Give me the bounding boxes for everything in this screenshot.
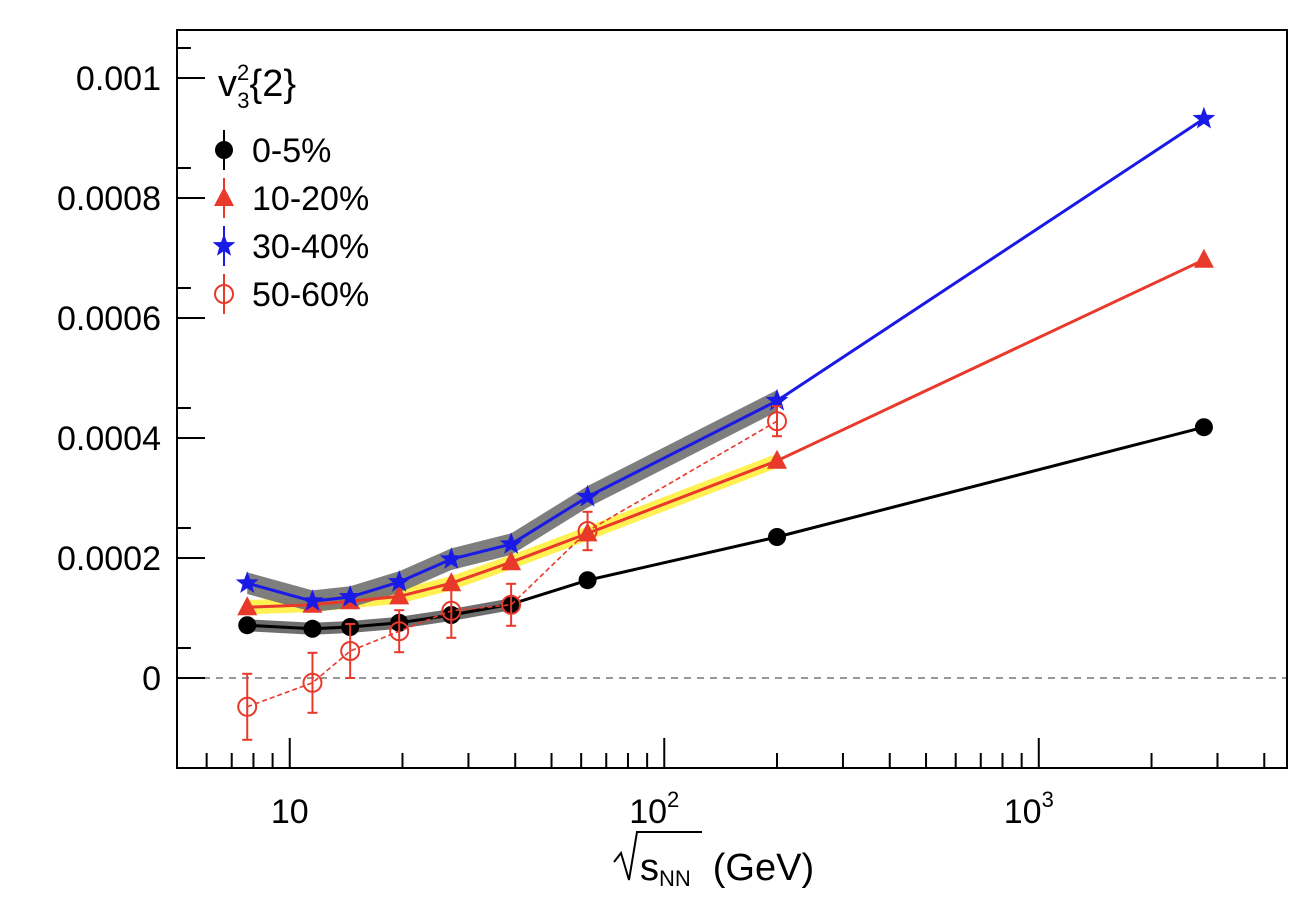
series-30-40% xyxy=(235,106,1216,611)
y-tick-label: 0.0006 xyxy=(57,300,161,338)
x-axis-sub: NN xyxy=(659,866,691,891)
data-point xyxy=(237,696,258,717)
data-point xyxy=(1194,418,1213,437)
data-point xyxy=(499,532,523,554)
x-axis-radical-sign xyxy=(613,831,702,881)
data-point xyxy=(441,600,462,621)
legend-entry-50-60%: 50-60% xyxy=(214,274,369,314)
legend-label: 30-40% xyxy=(252,228,369,266)
legend-marker xyxy=(214,284,234,304)
legend-entries: 0-5% 10-20% 30-40% 50-60% xyxy=(212,130,369,314)
axis-layer: 0 0.0002 0.0004 0.0006 0.0008 0.001 10 102 103 xyxy=(57,47,1266,831)
x-tick-label: 102 xyxy=(629,787,679,831)
data-point xyxy=(441,572,462,592)
legend-entry-10-20%: 10-20% xyxy=(214,178,369,218)
data-point xyxy=(501,551,522,571)
data-point xyxy=(576,484,599,507)
data-point xyxy=(303,619,322,638)
legend-label: 50-60% xyxy=(252,276,369,314)
data-point xyxy=(578,571,597,590)
band-30-40% xyxy=(247,390,777,612)
legend-marker xyxy=(214,187,234,206)
data-point xyxy=(338,585,362,607)
y-tick-label: 0.0002 xyxy=(57,540,161,578)
legend-label: 0-5% xyxy=(252,132,331,170)
x-axis-title-text: sNN (GeV) xyxy=(640,847,814,891)
y-tick-label: 0.0008 xyxy=(57,180,161,218)
legend-title: v2 3{2} xyxy=(218,60,296,113)
x-tick-label: 10 xyxy=(271,793,309,831)
data-point xyxy=(387,570,411,592)
data-point xyxy=(765,388,789,411)
data-point xyxy=(389,585,410,605)
legend-entry-30-40%: 30-40% xyxy=(212,226,369,266)
legend-marker xyxy=(212,234,236,256)
series-layer xyxy=(235,106,1216,741)
series-line xyxy=(246,420,778,708)
legend: v2 3{2} 0-5% 10-20% 30-40% 50-60% xyxy=(212,60,369,314)
data-point xyxy=(577,521,598,541)
data-point xyxy=(301,589,324,611)
data-point xyxy=(767,411,788,432)
x-axis-var: s xyxy=(640,847,659,889)
legend-marker xyxy=(215,141,233,159)
data-point xyxy=(1192,106,1216,129)
series-50-60% xyxy=(237,405,788,741)
data-point xyxy=(768,528,787,546)
data-point xyxy=(302,672,323,693)
data-point xyxy=(1193,248,1214,268)
data-point xyxy=(767,449,788,469)
y-tick-label: 0.001 xyxy=(76,60,161,98)
legend-label: 10-20% xyxy=(252,180,369,218)
data-point xyxy=(501,594,522,615)
legend-entry-0-5%: 0-5% xyxy=(215,130,331,170)
x-axis-title: sNN (GeV) xyxy=(613,831,814,891)
legend-title-sup: 2 xyxy=(237,60,249,85)
x-tick-label: 103 xyxy=(1004,787,1054,831)
legend-title-sub: 3 xyxy=(237,88,249,113)
data-point xyxy=(237,596,258,616)
legend-title-rest: {2} xyxy=(250,63,297,105)
data-point xyxy=(389,621,410,642)
plot-frame xyxy=(176,29,1288,769)
legend-title-base: v xyxy=(218,63,237,105)
data-point xyxy=(340,641,361,661)
x-axis-units: (GeV) xyxy=(713,847,814,889)
y-tick-label: 0 xyxy=(142,660,161,698)
data-point xyxy=(439,547,463,569)
data-point xyxy=(235,571,259,593)
data-point xyxy=(238,616,257,635)
y-tick-label: 0.0004 xyxy=(57,420,161,458)
